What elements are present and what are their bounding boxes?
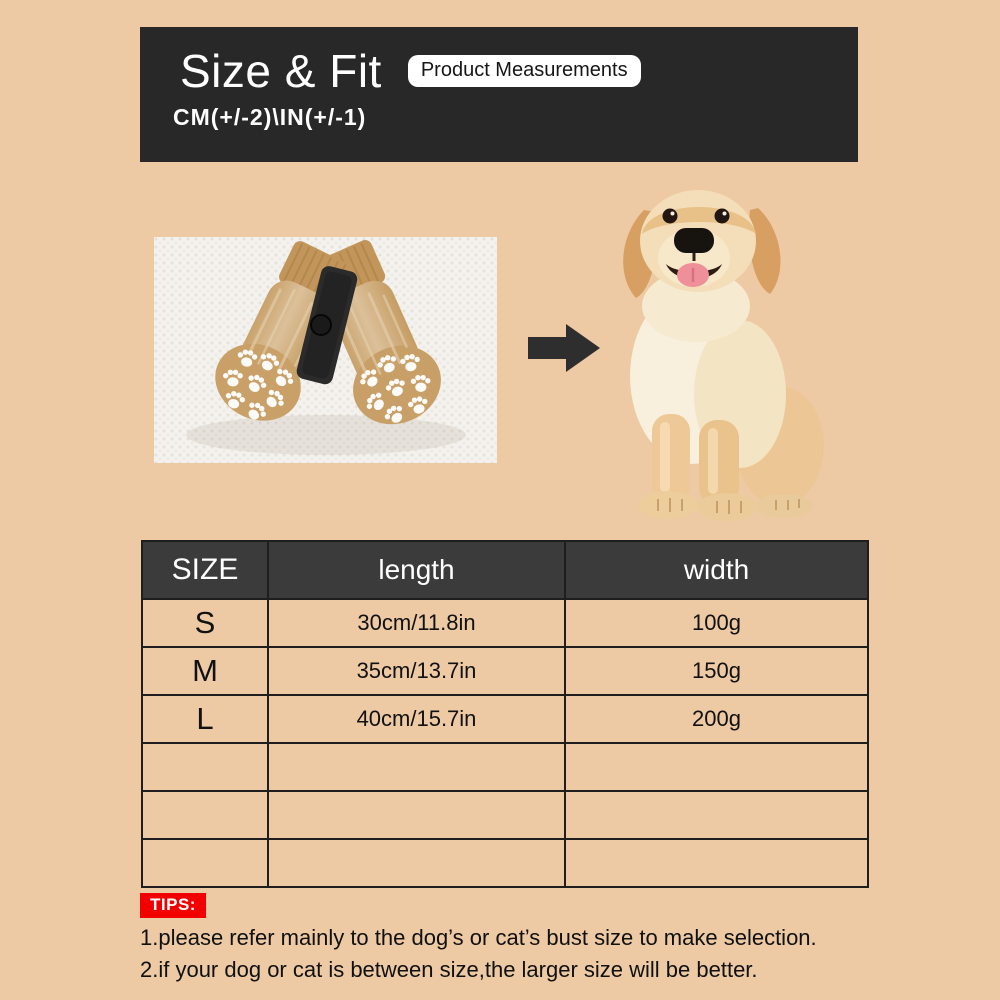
table-cell: 30cm/11.8in — [267, 598, 566, 648]
tip-text-2: 2.if your dog or cat is between size,the… — [140, 957, 758, 982]
table-cell — [267, 790, 566, 840]
table-row-empty — [141, 838, 869, 888]
table-cell — [267, 838, 566, 888]
size-fit-banner: Size & Fit Product Measurements CM(+/-2)… — [140, 27, 858, 162]
table-cell: 100g — [564, 598, 869, 648]
table-cell — [564, 790, 869, 840]
sock-strap — [296, 266, 358, 385]
table-row-empty — [141, 790, 869, 840]
table-cell: M — [141, 646, 269, 696]
sock-shadow — [186, 415, 466, 455]
arrow-right-icon — [528, 324, 600, 372]
puppy-photo — [623, 190, 824, 521]
column-header-size: SIZE — [141, 540, 269, 600]
banner-title-row: Size & Fit Product Measurements — [180, 47, 858, 95]
table-row-empty — [141, 742, 869, 792]
table-cell: 40cm/15.7in — [267, 694, 566, 744]
table-cell: 35cm/13.7in — [267, 646, 566, 696]
table-row: L 40cm/15.7in 200g — [141, 694, 869, 744]
table-cell: 200g — [564, 694, 869, 744]
table-cell: S — [141, 598, 269, 648]
product-measurements-badge: Product Measurements — [407, 55, 641, 88]
tip-text-1: 1.please refer mainly to the dog’s or ca… — [140, 925, 817, 950]
page-title: Size & Fit — [180, 45, 382, 97]
table-row: M 35cm/13.7in 150g — [141, 646, 869, 696]
table-cell — [141, 742, 269, 792]
table-cell: 150g — [564, 646, 869, 696]
tolerance-subtitle: CM(+/-2)\IN(+/-1) — [173, 104, 367, 131]
table-cell — [141, 838, 269, 888]
column-header-width: width — [564, 540, 869, 600]
sock-product-photo — [154, 237, 497, 463]
table-cell — [141, 790, 269, 840]
column-header-length: length — [267, 540, 566, 600]
tips-badge: TIPS: — [140, 893, 206, 918]
strap-button — [310, 314, 332, 336]
socks-illustration — [186, 239, 466, 455]
table-cell: L — [141, 694, 269, 744]
size-table: SIZE length width S 30cm/11.8in 100g M 3… — [141, 540, 869, 888]
table-cell — [267, 742, 566, 792]
table-row: S 30cm/11.8in 100g — [141, 598, 869, 648]
table-header-row: SIZE length width — [141, 540, 869, 600]
table-cell — [564, 838, 869, 888]
table-cell — [564, 742, 869, 792]
